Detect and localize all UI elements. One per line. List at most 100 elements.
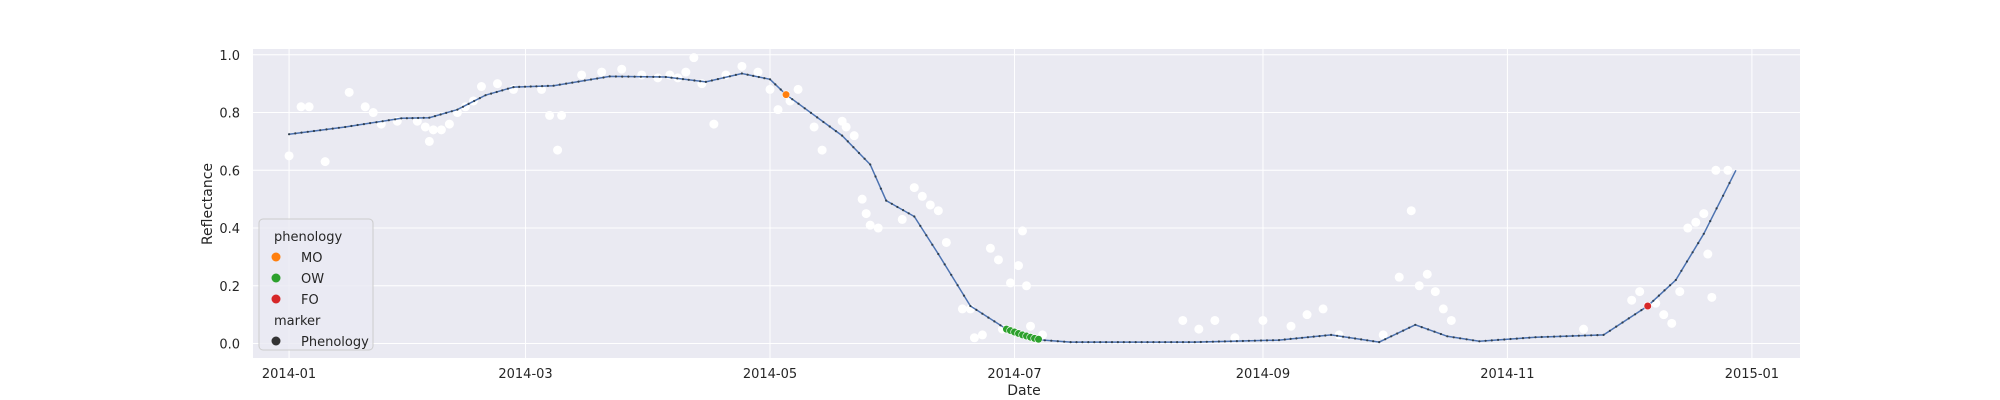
- curve-marker: [1602, 333, 1605, 336]
- observation-point: [304, 102, 314, 112]
- curve-marker: [1235, 340, 1238, 343]
- curve-marker: [746, 73, 749, 76]
- observation-point: [1026, 321, 1036, 331]
- observation-point: [597, 67, 607, 77]
- curve-marker: [1152, 341, 1155, 344]
- observation-point: [1446, 315, 1456, 325]
- observation-point: [1178, 315, 1188, 325]
- x-ticks: 2014-01 2014-03 2014-05 2014-07 2014-09 2014-…: [262, 367, 1779, 382]
- curve-marker: [913, 215, 916, 218]
- observation-point: [793, 84, 803, 94]
- curve-marker: [987, 316, 990, 319]
- curve-marker: [704, 80, 708, 83]
- observation-point: [424, 136, 434, 146]
- curve-marker: [1134, 341, 1137, 344]
- x-tick-label: 2014-07: [987, 367, 1041, 382]
- curve-marker: [664, 75, 667, 79]
- observation-point: [537, 84, 547, 94]
- legend-title-marker: marker: [274, 314, 321, 329]
- curve-marker: [577, 80, 580, 83]
- curve-marker: [1663, 289, 1666, 292]
- curve-marker: [1229, 340, 1232, 343]
- curve-marker: [1050, 339, 1053, 342]
- observation-point: [1258, 315, 1268, 325]
- curve-marker: [763, 77, 766, 80]
- curve-marker: [1471, 339, 1475, 342]
- curve-marker: [693, 79, 696, 82]
- curve-marker: [890, 202, 893, 205]
- observation-point: [773, 105, 783, 115]
- curve-marker: [1390, 335, 1393, 338]
- curve-marker: [981, 312, 984, 315]
- curve-marker: [1241, 339, 1244, 343]
- curve-marker: [306, 130, 309, 133]
- curve-marker: [902, 209, 905, 212]
- curve-marker: [312, 129, 316, 133]
- curve-marker: [1223, 340, 1226, 343]
- observation-point: [917, 191, 927, 201]
- curve-marker: [1289, 337, 1292, 340]
- observation-point: [1378, 330, 1388, 340]
- curve-marker: [1446, 335, 1449, 338]
- curve-marker: [1043, 339, 1046, 342]
- curve-marker: [1128, 341, 1131, 344]
- curve-marker: [740, 72, 744, 75]
- observation-point: [284, 151, 294, 161]
- curve-marker: [411, 117, 414, 120]
- curve-marker: [337, 126, 340, 129]
- observation-point: [849, 131, 859, 141]
- observation-point: [1703, 249, 1713, 259]
- curve-marker: [294, 132, 297, 135]
- curve-marker: [495, 90, 498, 94]
- curve-marker: [919, 224, 922, 227]
- curve-marker: [822, 120, 825, 124]
- curve-marker: [797, 102, 800, 105]
- curve-marker: [710, 79, 714, 82]
- phenology-point-fo: [1643, 301, 1652, 311]
- observation-point: [545, 110, 555, 120]
- observation-point: [861, 209, 871, 219]
- curve-marker: [779, 88, 782, 91]
- curve-marker: [596, 77, 599, 80]
- curve-marker: [1187, 341, 1190, 344]
- curve-marker: [722, 76, 726, 79]
- curve-marker: [1528, 336, 1531, 339]
- curve-marker: [602, 76, 605, 79]
- curve-marker: [734, 73, 738, 76]
- curve-marker: [768, 78, 772, 81]
- observation-point: [296, 102, 306, 112]
- observation-point: [476, 82, 486, 92]
- legend-marker-phenology: [271, 336, 281, 346]
- observation-point: [420, 122, 430, 132]
- curve-marker: [1063, 340, 1066, 343]
- curve-marker: [1577, 334, 1580, 337]
- observation-point: [1707, 292, 1717, 302]
- curve-marker: [1199, 340, 1202, 344]
- curve-marker: [1306, 336, 1309, 339]
- curve-marker: [1674, 278, 1677, 282]
- curve-marker: [484, 94, 487, 97]
- curve-marker: [652, 75, 655, 78]
- curve-marker: [344, 125, 347, 129]
- observation-point: [653, 73, 663, 83]
- curve-marker: [1702, 232, 1705, 235]
- observation-point: [617, 64, 627, 74]
- observation-point: [436, 125, 446, 135]
- curve-marker: [896, 205, 899, 209]
- curve-marker: [356, 123, 359, 127]
- curve-marker: [1140, 341, 1143, 344]
- curve-marker: [456, 108, 459, 111]
- curve-marker: [931, 243, 934, 246]
- curve-marker: [1366, 339, 1369, 342]
- observation-point: [492, 79, 502, 89]
- curve-marker: [433, 115, 437, 118]
- curve-marker: [1521, 337, 1525, 340]
- curve-marker: [1571, 334, 1574, 337]
- x-tick-label: 2014-09: [1236, 367, 1290, 382]
- x-tick-label: 2014-03: [498, 367, 552, 382]
- curve-marker: [1146, 341, 1149, 344]
- curve-marker: [1590, 334, 1593, 337]
- curve-marker: [791, 98, 794, 101]
- curve-marker: [375, 121, 378, 124]
- curve-marker: [552, 84, 555, 87]
